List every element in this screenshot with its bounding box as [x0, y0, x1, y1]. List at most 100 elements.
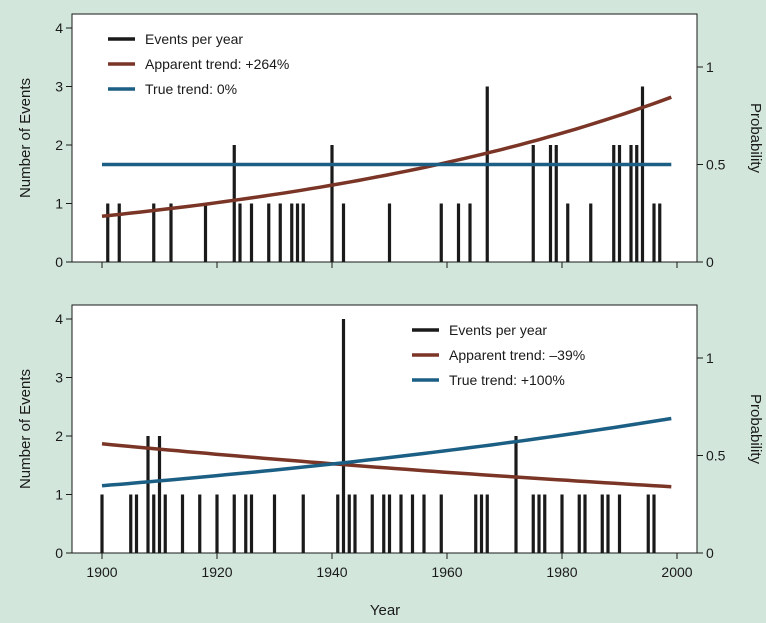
- event-bar: [198, 494, 202, 553]
- y-axis-label-right: Probability: [747, 394, 764, 465]
- event-bar: [531, 494, 535, 553]
- event-bar: [652, 494, 656, 553]
- event-bar: [272, 494, 277, 553]
- event-bar: [152, 494, 156, 553]
- y-tick-label-right: 1: [706, 350, 714, 366]
- event-bar: [278, 203, 282, 262]
- event-bar: [629, 145, 633, 262]
- legend-entry: Apparent trend: –39%: [449, 347, 585, 363]
- event-bar: [658, 203, 662, 262]
- event-bar: [606, 494, 610, 553]
- event-bar: [612, 145, 616, 262]
- y-tick-label-left: 4: [55, 311, 63, 327]
- event-bar: [100, 494, 104, 553]
- y-tick-label-left: 0: [55, 545, 63, 561]
- y-tick-label-left: 2: [55, 137, 63, 153]
- x-tick-label: 1900: [86, 564, 117, 580]
- event-bar: [336, 494, 340, 553]
- event-bar: [479, 494, 484, 553]
- event-bar: [267, 203, 271, 262]
- event-bar: [301, 494, 305, 553]
- event-bar: [560, 494, 564, 553]
- event-bar: [399, 494, 403, 553]
- event-bar: [531, 145, 535, 262]
- legend-entry: Apparent trend: +264%: [145, 56, 289, 72]
- event-bar: [169, 203, 173, 262]
- event-bar: [583, 494, 587, 553]
- x-tick-label: 1920: [201, 564, 232, 580]
- legend-entry: Events per year: [449, 322, 547, 338]
- event-bar: [215, 494, 219, 553]
- legend-entry: True trend: 0%: [145, 81, 237, 97]
- event-bar: [422, 494, 426, 553]
- event-bar: [347, 494, 351, 553]
- event-bar: [410, 494, 415, 553]
- event-bar: [341, 319, 346, 553]
- event-bar: [600, 494, 604, 553]
- event-bar: [290, 203, 294, 262]
- event-bar: [652, 203, 656, 262]
- y-tick-label-left: 4: [55, 20, 63, 36]
- event-bar: [485, 494, 489, 553]
- y-tick-label-right: 0: [706, 545, 714, 561]
- event-bar: [249, 203, 254, 262]
- event-bar: [485, 86, 489, 262]
- event-bar: [341, 203, 346, 262]
- event-bar: [134, 494, 139, 553]
- event-bar: [117, 203, 121, 262]
- event-bar: [474, 494, 478, 553]
- event-bar: [566, 203, 570, 262]
- apparent-trend-line: [101, 442, 672, 489]
- x-tick-label: 1960: [431, 564, 462, 580]
- event-bar: [249, 494, 254, 553]
- event-bar: [232, 494, 236, 553]
- legend-entry: True trend: +100%: [449, 372, 565, 388]
- event-bar: [180, 494, 185, 553]
- y-tick-label-left: 1: [55, 487, 63, 503]
- event-bar: [617, 145, 622, 262]
- true-trend-line: [101, 416, 672, 488]
- event-bar: [646, 494, 650, 553]
- event-bar: [514, 436, 518, 553]
- event-bar: [238, 203, 242, 262]
- y-tick-label-left: 3: [55, 79, 63, 95]
- legend-entry: Events per year: [145, 31, 243, 47]
- y-axis-label-left: Number of Events: [17, 369, 34, 489]
- x-axis-label: Year: [370, 602, 400, 619]
- event-bar: [635, 145, 639, 262]
- event-bar: [439, 203, 443, 262]
- event-bar: [456, 203, 461, 262]
- event-bar: [129, 494, 133, 553]
- event-bar: [468, 203, 472, 262]
- event-bar: [640, 86, 645, 262]
- event-bar: [548, 145, 553, 262]
- y-tick-label-right: 1: [706, 59, 714, 75]
- event-bar: [370, 494, 374, 553]
- x-tick-label: 1940: [316, 564, 347, 580]
- y-tick-label-left: 0: [55, 254, 63, 270]
- y-tick-label-right: 0: [706, 254, 714, 270]
- event-bar: [330, 145, 334, 262]
- event-bar: [203, 203, 208, 262]
- x-tick-label: 2000: [661, 564, 692, 580]
- x-tick-label: 1980: [546, 564, 577, 580]
- event-bar: [617, 494, 622, 553]
- event-bar: [577, 494, 581, 553]
- apparent-trend-line: [101, 95, 672, 218]
- top-panel: 0 1 2 3 4 0 0.5 1 Number of Events Probability Eve…: [17, 13, 764, 270]
- event-bar: [146, 436, 150, 553]
- event-bar: [295, 203, 300, 262]
- y-tick-label-left: 2: [55, 428, 63, 444]
- event-bar: [439, 494, 443, 553]
- event-bar: [543, 494, 547, 553]
- event-bar: [301, 203, 305, 262]
- event-bar: [382, 494, 386, 553]
- event-bar: [152, 203, 156, 262]
- event-bar: [157, 436, 162, 553]
- y-axis-label-left: Number of Events: [17, 78, 34, 198]
- event-bar: [232, 145, 236, 262]
- event-bar: [554, 145, 558, 262]
- event-bar: [387, 203, 392, 262]
- event-bar: [537, 494, 541, 553]
